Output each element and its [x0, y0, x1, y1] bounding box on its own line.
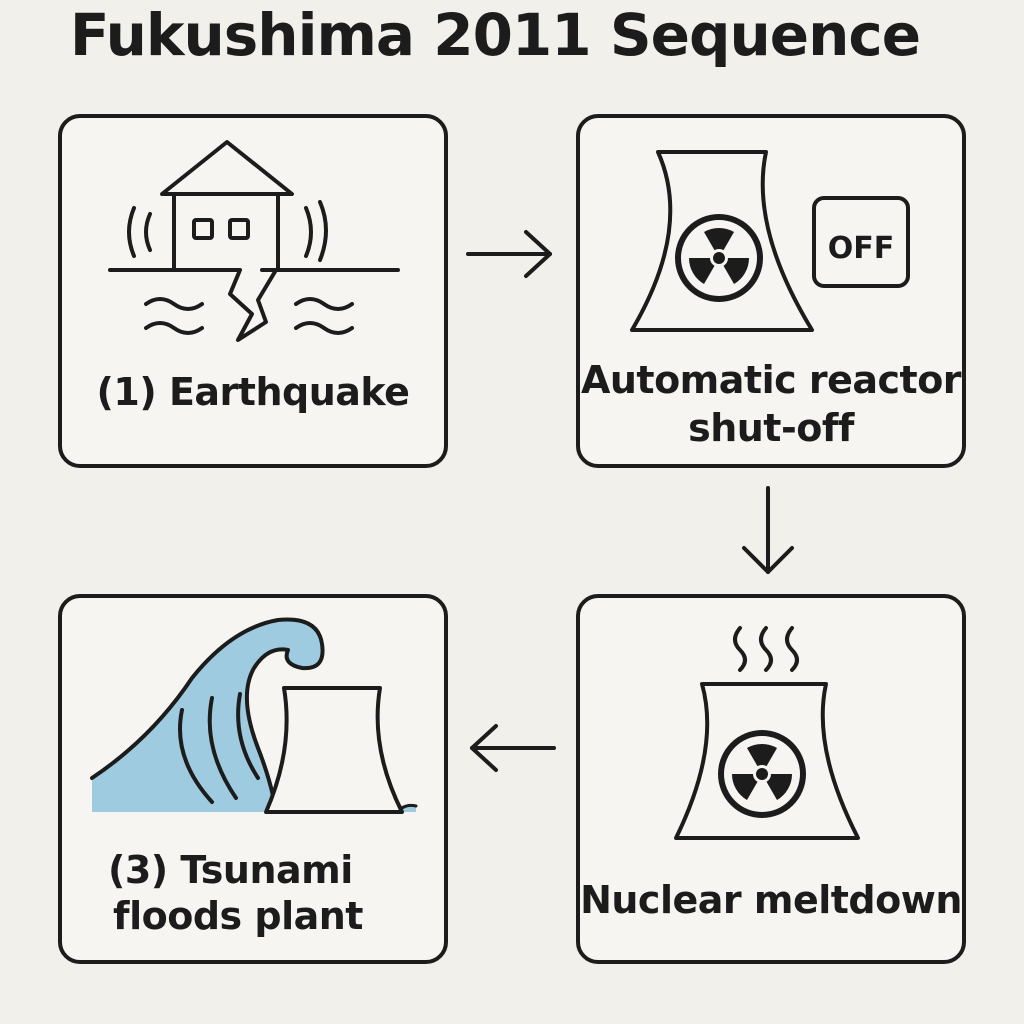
step-reactor-shutoff-label-line2: shut-off [688, 406, 854, 450]
earthquake-house-icon [108, 140, 400, 342]
step-tsunami-label-line1: (3) Tsunami [108, 848, 353, 892]
step-meltdown-label: Nuclear meltdown [580, 878, 962, 922]
off-badge-box [812, 196, 910, 288]
reactor-off-icon: OFF [630, 150, 910, 332]
step-reactor-shutoff-panel: OFF Automatic reactor shut-off [576, 114, 966, 468]
step-earthquake-panel: (1) Earthquake [58, 114, 448, 468]
diagram-title: Fukushima 2011 Sequence [69, 1, 921, 69]
off-badge-text: OFF [828, 231, 895, 266]
radiation-icon [675, 214, 763, 302]
arrow-left-icon [470, 724, 556, 772]
radiation-icon [718, 730, 806, 818]
step-tsunami-panel: (3) Tsunami floods plant [58, 594, 448, 964]
arrow-right-icon [466, 230, 552, 278]
step-tsunami-label-line2: floods plant [113, 894, 363, 938]
arrow-down-icon [742, 486, 794, 574]
reactor-meltdown-icon [674, 626, 860, 840]
step-earthquake-label: (1) Earthquake [96, 370, 410, 414]
steam-icon [733, 626, 747, 672]
tsunami-plant-icon [90, 617, 418, 814]
step-meltdown-panel: Nuclear meltdown [576, 594, 966, 964]
step-reactor-shutoff-label-line1: Automatic reactor [580, 358, 962, 402]
